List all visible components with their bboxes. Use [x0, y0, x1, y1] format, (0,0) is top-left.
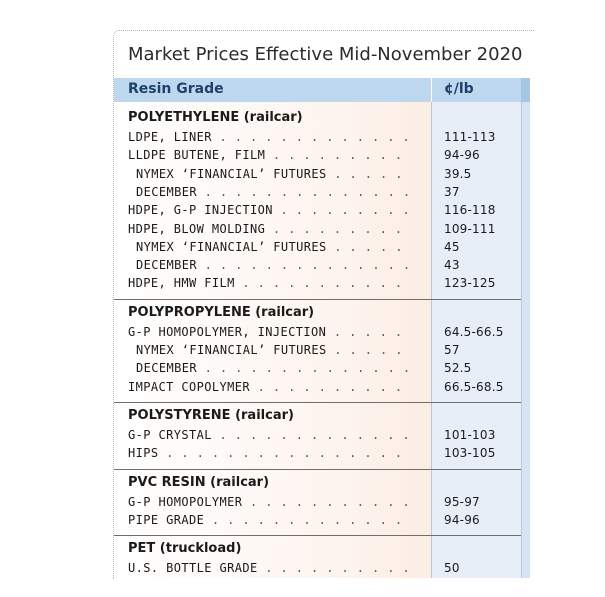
row-price: 94-96 — [444, 512, 480, 527]
price-column-background — [431, 102, 522, 578]
table-row: HDPE, G-P INJECTION . . . . . . . . . 11… — [114, 203, 521, 221]
header-separator — [431, 78, 432, 102]
row-price: 50 — [444, 561, 460, 576]
table-row: G-P HOMOPOLYMER, INJECTION . . . . . 64.… — [114, 325, 521, 343]
row-label: G-P CRYSTAL — [128, 427, 212, 442]
dot-leader: . . . . . . . . . — [272, 203, 411, 218]
dot-leader: . . . . . . . . . — [265, 148, 403, 163]
table-row: LLDPE BUTENE, FILM . . . . . . . . . 94-… — [114, 148, 521, 166]
row-label: HDPE, G-P INJECTION — [128, 203, 273, 218]
row-label: DECEMBER — [136, 258, 197, 273]
table-header: Resin Grade ¢/lb — [114, 78, 530, 102]
dot-leader: . . . . . . . . . . . — [234, 276, 403, 291]
row-label: PIPE GRADE — [128, 512, 205, 527]
row-price: 103-105 — [444, 446, 496, 461]
row-label: NYMEX ‘FINANCIAL’ FUTURES — [136, 239, 327, 254]
row-label: DECEMBER — [136, 361, 197, 376]
dot-leader: . . . . . . . . . . . . . — [204, 512, 403, 527]
table-row: DECEMBER . . . . . . . . . . . . . . 52.… — [114, 361, 521, 379]
table-row: NYMEX ‘FINANCIAL’ FUTURES . . . . . 45 — [114, 240, 521, 258]
table-row: NYMEX ‘FINANCIAL’ FUTURES . . . . . 39.5 — [114, 167, 521, 185]
dot-leader: . . . . . — [326, 324, 403, 339]
page-title: Market Prices Effective Mid-November 202… — [128, 44, 523, 65]
row-label: NYMEX ‘FINANCIAL’ FUTURES — [136, 343, 327, 357]
dot-leader: . . . . . . . . . . . . . . — [197, 258, 411, 273]
table-row: G-P CRYSTAL . . . . . . . . . . . . . 10… — [114, 428, 521, 446]
row-label: HIPS — [128, 446, 159, 461]
table-row: NYMEX ‘FINANCIAL’ FUTURES . . . . . 57 — [114, 343, 521, 361]
section-title: PVC RESIN (railcar) — [128, 474, 270, 490]
row-price: 45 — [444, 239, 460, 254]
row-price: 66.5-68.5 — [444, 379, 504, 394]
row-price: 64.5-66.5 — [444, 324, 504, 339]
row-label: NYMEX ‘FINANCIAL’ FUTURES — [136, 166, 327, 181]
row-price: 39.5 — [444, 166, 472, 181]
section-divider — [114, 298, 521, 300]
section-divider — [114, 468, 521, 470]
dot-leader: . . . . . — [326, 239, 403, 254]
row-price: 37 — [444, 184, 460, 199]
price-header: ¢/lb — [444, 81, 474, 97]
table-row: HDPE, HMW FILM . . . . . . . . . . . 123… — [114, 276, 521, 294]
section-divider — [114, 535, 521, 537]
price-card — [113, 30, 534, 579]
row-price: 95-97 — [444, 494, 480, 509]
table-row: DECEMBER . . . . . . . . . . . . . . 37 — [114, 185, 521, 203]
row-label: LDPE, LINER — [128, 130, 212, 144]
section-title: POLYPROPYLENE (railcar) — [128, 304, 315, 320]
dot-leader: . . . . . . . . . . — [250, 379, 403, 394]
dot-leader: . . . . . . . . . . . . . . . . — [158, 446, 403, 461]
table-row: U.S. BOTTLE GRADE . . . . . . . . . . 50 — [114, 561, 521, 578]
table-row: IMPACT COPOLYMER . . . . . . . . . . 66.… — [114, 380, 521, 398]
dot-leader: . . . . . . . . . . . . . . — [197, 361, 411, 376]
row-label: DECEMBER — [136, 184, 197, 199]
price-table: Resin Grade ¢/lb POLYETHYLENE (railcar) L… — [114, 78, 530, 578]
table-row: HIPS . . . . . . . . . . . . . . . . 103… — [114, 446, 521, 464]
dot-leader: . . . . . . . . . — [265, 221, 403, 236]
row-price: 109-111 — [444, 221, 496, 236]
row-price: 111-113 — [444, 130, 496, 144]
row-label: G-P HOMOPOLYMER — [128, 494, 243, 509]
row-price: 101-103 — [444, 427, 496, 442]
row-label: U.S. BOTTLE GRADE — [128, 561, 258, 576]
row-label: IMPACT COPOLYMER — [128, 379, 250, 394]
table-row: G-P HOMOPOLYMER . . . . . . . . . . . 95… — [114, 495, 521, 513]
row-price: 43 — [444, 258, 460, 273]
dot-leader: . . . . . . . . . . . — [242, 494, 411, 509]
resin-grade-header: Resin Grade — [128, 81, 224, 97]
table-row: PIPE GRADE . . . . . . . . . . . . . 94-… — [114, 513, 521, 531]
row-price: 123-125 — [444, 276, 496, 291]
table-row: DECEMBER . . . . . . . . . . . . . . 43 — [114, 258, 521, 276]
table-right-edge — [521, 78, 530, 578]
row-label: G-P HOMOPOLYMER, INJECTION — [128, 324, 327, 339]
section-divider — [114, 401, 521, 403]
dot-leader: . . . . . — [326, 343, 403, 357]
section-title: POLYETHYLENE (railcar) — [128, 110, 303, 125]
row-price: 57 — [444, 343, 460, 357]
row-price: 116-118 — [444, 203, 496, 218]
row-label: HDPE, BLOW MOLDING — [128, 221, 266, 236]
row-label: HDPE, HMW FILM — [128, 276, 235, 291]
dot-leader: . . . . . . . . . . . . . — [211, 427, 411, 442]
row-label: LLDPE BUTENE, FILM — [128, 148, 266, 163]
dot-leader: . . . . . . . . . . . . . . — [197, 184, 411, 199]
table-row: HDPE, BLOW MOLDING . . . . . . . . . 109… — [114, 222, 521, 240]
row-price: 94-96 — [444, 148, 480, 163]
dot-leader: . . . . . — [326, 166, 403, 181]
section-title: PET (truckload) — [128, 541, 242, 557]
dot-leader: . . . . . . . . . . — [257, 561, 411, 576]
dot-leader: . . . . . . . . . . . . . — [211, 130, 411, 144]
section-title: POLYSTYRENE (railcar) — [128, 407, 294, 423]
header-right-edge — [521, 78, 530, 102]
row-price: 52.5 — [444, 361, 472, 376]
table-row: LDPE, LINER . . . . . . . . . . . . . 11… — [114, 130, 521, 148]
